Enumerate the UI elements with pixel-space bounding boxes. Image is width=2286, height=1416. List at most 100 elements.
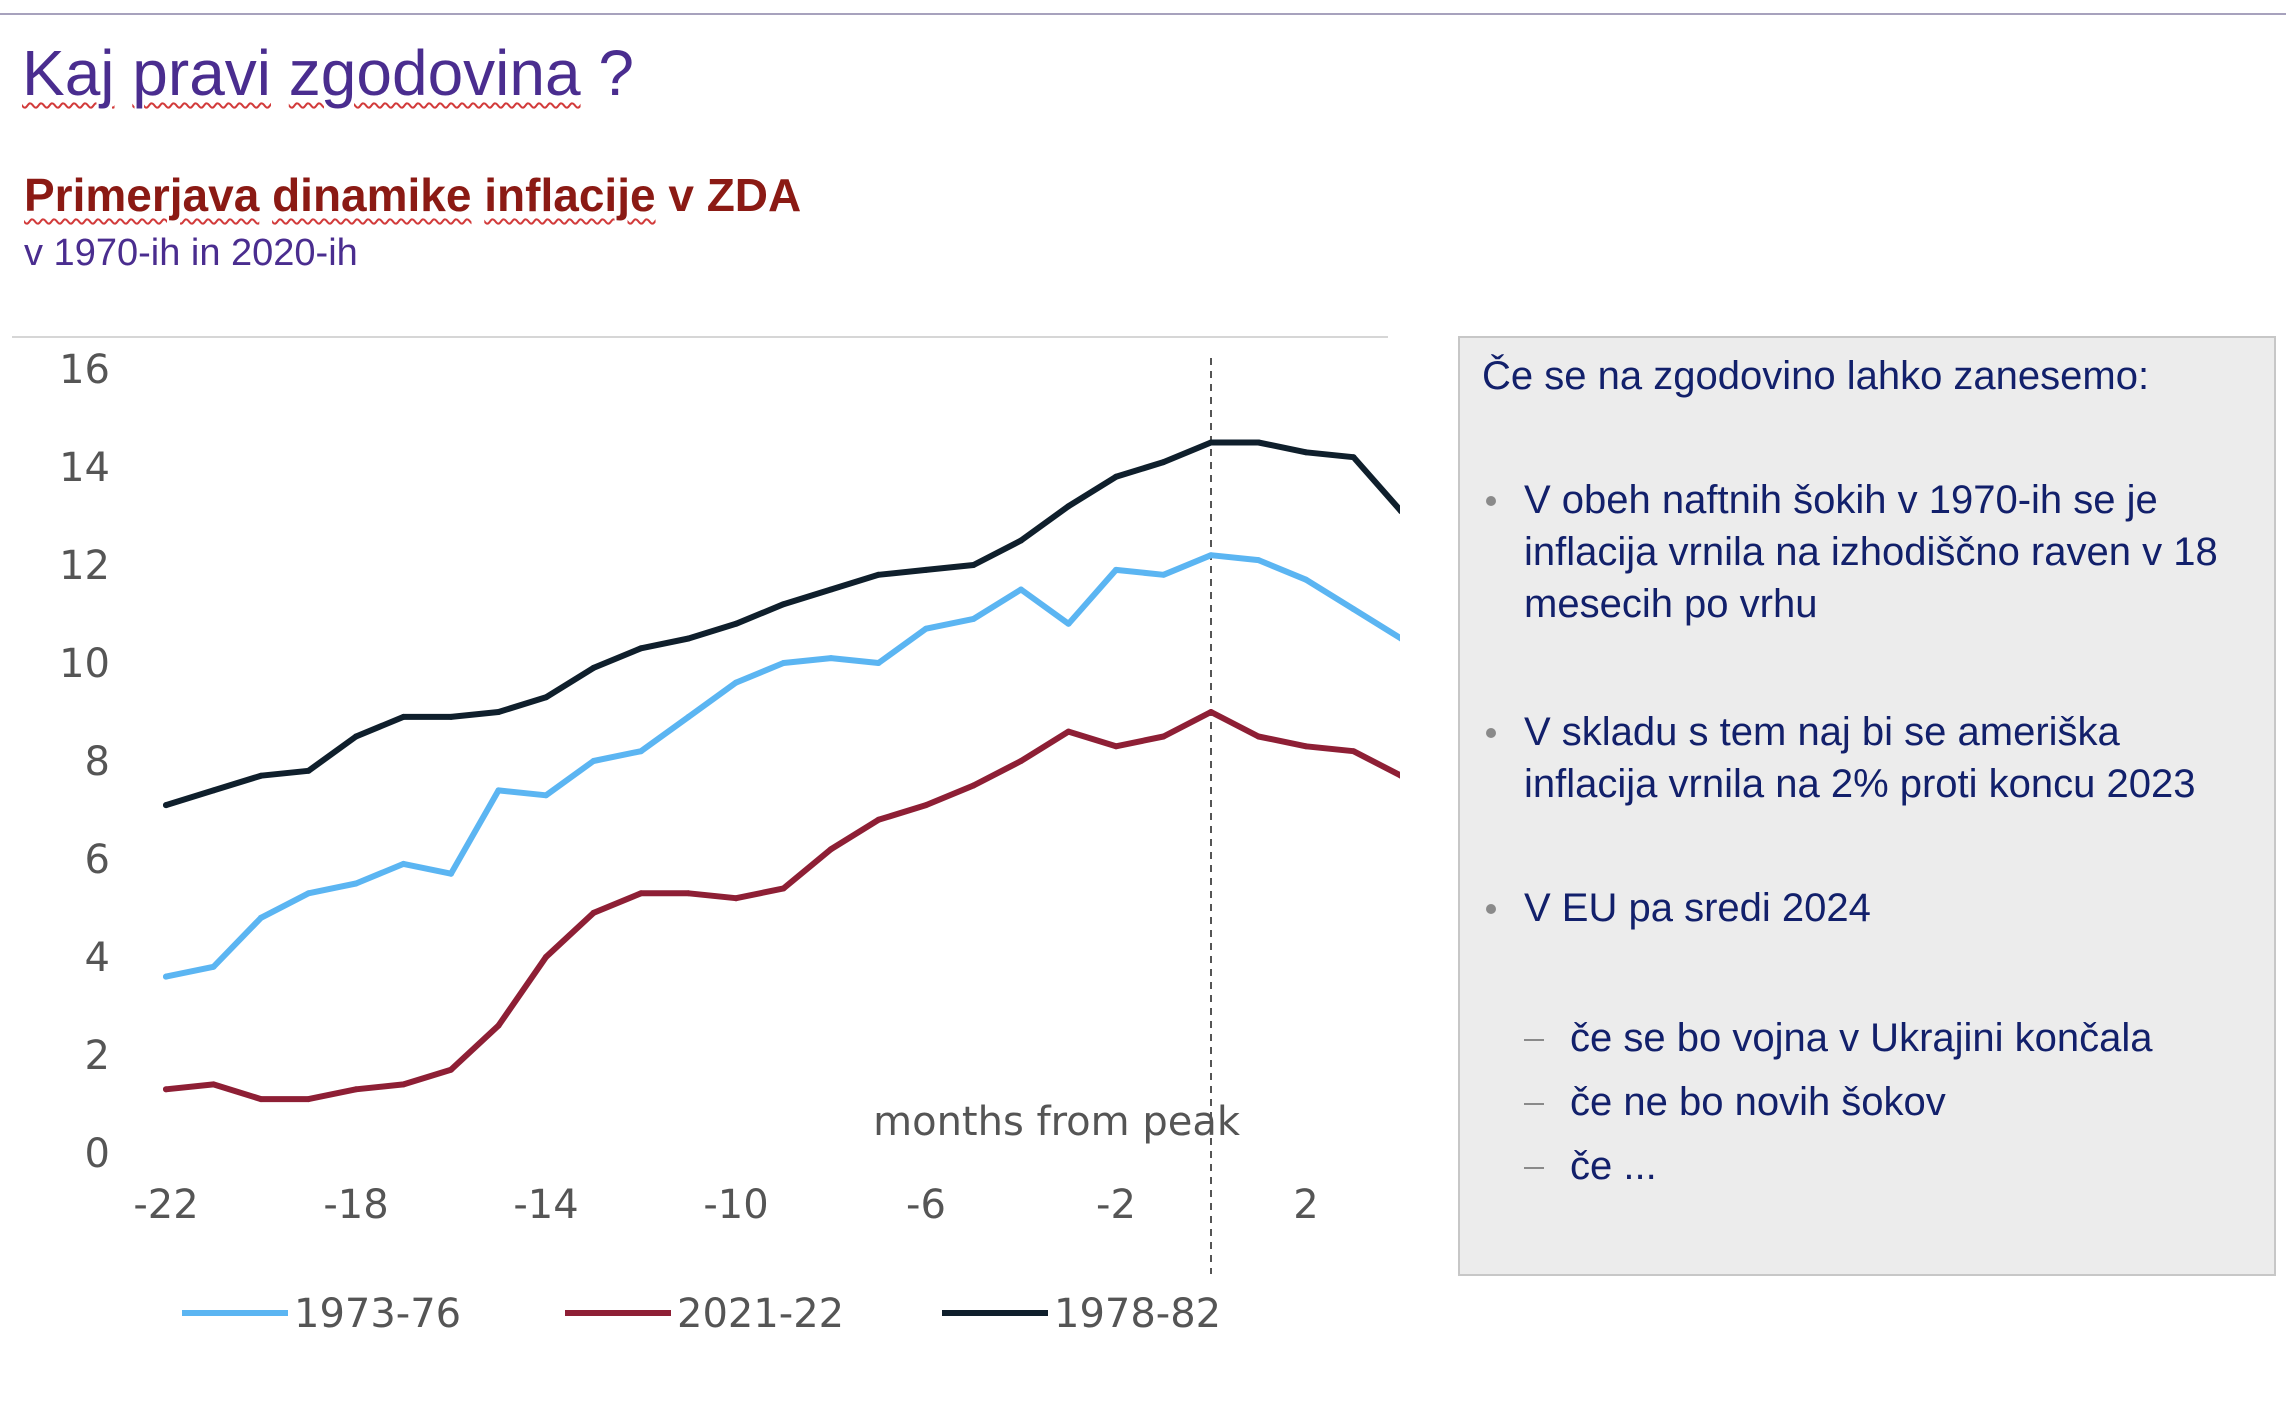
data-point-2021-22 [210,1081,217,1088]
data-point-1978-82 [875,571,882,578]
data-point-2021-22 [543,954,549,960]
data-point-2021-22 [1303,743,1309,750]
series-line-2021-22 [163,709,1400,1103]
y-tick-label: 8 [85,739,110,785]
data-point-2021-22 [638,890,644,897]
inflation-chart: 0246810121416-22-18-14-10-6-22610141822m… [0,330,1400,1340]
y-tick-label: 4 [85,935,110,981]
data-point-1973-76 [353,880,359,887]
data-point-1973-76 [163,973,169,980]
data-point-1978-82 [733,620,739,627]
data-point-1978-82 [638,645,644,652]
data-point-1978-82 [1018,537,1024,544]
data-point-1978-82 [1160,459,1167,466]
data-point-1973-76 [305,890,312,897]
data-point-2021-22 [1160,733,1167,740]
data-point-1978-82 [495,709,502,715]
data-point-1978-82 [210,787,217,794]
data-point-2021-22 [305,1096,312,1103]
x-tick-label: -6 [906,1182,946,1228]
x-tick-label: -14 [513,1182,578,1228]
data-point-2021-22 [400,1081,407,1088]
data-point-1973-76 [543,792,549,799]
x-tick-label: -18 [323,1182,388,1228]
data-point-1978-82 [1208,439,1214,446]
title-word: zgodovina [288,37,581,109]
data-point-2021-22 [448,1066,454,1073]
chart-subtitle: Primerjava dinamike inflacije v ZDA [24,168,801,222]
data-point-1973-76 [1303,576,1309,583]
data-point-2021-22 [1018,758,1024,764]
y-tick-label: 14 [59,445,110,491]
data-point-1973-76 [1160,571,1167,578]
chart-subtitle-period: v 1970-ih in 2020-ih [24,232,358,274]
data-point-1978-82 [923,566,929,573]
data-point-1978-82 [305,767,312,774]
data-point-1973-76 [1208,552,1214,559]
data-point-1978-82 [163,802,169,809]
data-point-1973-76 [638,748,644,755]
data-point-1973-76 [210,963,217,970]
data-point-1973-76 [970,615,977,622]
data-point-2021-22 [875,816,882,823]
data-point-2021-22 [1398,772,1400,779]
title-word: Kaj [22,37,115,109]
data-point-1978-82 [828,586,834,593]
bullet-item: V skladu s tem naj bi se ameriška inflac… [1486,706,2254,810]
data-point-1973-76 [875,660,882,666]
data-point-2021-22 [685,890,692,897]
bullet-item: V EU pa sredi 2024 [1486,882,2254,934]
sub-bullet-item: če ... [1524,1140,1657,1192]
data-point-1978-82 [448,713,454,720]
commentary-heading: Če se na zgodovino lahko zanesemo: [1482,354,2150,398]
data-point-2021-22 [733,895,739,902]
series-line-1973-76 [163,552,1400,980]
y-tick-label: 12 [59,543,110,589]
sub-bullet-item: če se bo vojna v Ukrajini končala [1524,1012,2153,1064]
subtitle-word: dinamike [272,169,472,221]
data-point-1973-76 [780,660,787,666]
data-point-1973-76 [923,625,929,632]
data-point-1978-82 [1065,503,1072,510]
data-point-1973-76 [448,870,454,877]
data-point-2021-22 [780,885,787,892]
data-point-1973-76 [1018,586,1024,593]
data-point-1978-82 [543,694,549,701]
data-point-1973-76 [733,679,739,686]
y-tick-label: 16 [59,347,110,393]
data-point-2021-22 [1113,743,1119,750]
y-tick-label: 6 [85,837,110,883]
chart-annotation: months from peak [873,1099,1241,1145]
data-point-2021-22 [1255,733,1262,740]
data-point-2021-22 [353,1086,359,1093]
data-point-2021-22 [163,1086,169,1093]
subtitle-word: inflacije [484,169,656,221]
top-rule [0,13,2286,15]
data-point-1978-82 [685,635,692,642]
legend-label: 1973-76 [294,1291,461,1337]
data-point-2021-22 [970,782,977,789]
legend-label: 2021-22 [677,1291,844,1337]
x-tick-label: 2 [1293,1182,1318,1228]
y-tick-label: 0 [85,1131,110,1177]
x-tick-label: -22 [133,1182,198,1228]
subtitle-end: v ZDA [655,169,802,221]
data-point-1973-76 [495,787,502,794]
data-point-2021-22 [1350,748,1357,755]
data-point-1973-76 [1113,566,1119,573]
data-point-1978-82 [1303,449,1309,456]
y-tick-label: 10 [59,641,110,687]
sub-bullet-item: če ne bo novih šokov [1524,1076,1946,1128]
data-point-1973-76 [590,758,597,764]
data-point-1973-76 [258,914,264,921]
data-point-1978-82 [1398,508,1400,514]
data-point-1973-76 [1255,557,1262,564]
legend-label: 1978-82 [1054,1291,1221,1337]
x-tick-label: -2 [1096,1182,1136,1228]
data-point-2021-22 [1065,728,1072,735]
data-point-1978-82 [970,562,977,568]
data-point-1973-76 [828,655,834,662]
data-point-1978-82 [590,664,597,671]
data-point-1978-82 [1350,454,1357,461]
data-point-2021-22 [923,802,929,809]
